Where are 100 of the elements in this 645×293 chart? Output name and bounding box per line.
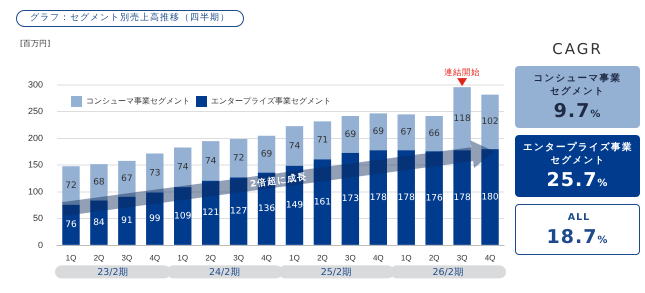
data-label: 72 <box>65 180 77 191</box>
data-label: 178 <box>398 192 416 203</box>
text: CAGR <box>551 40 604 58</box>
data-label: 176 <box>426 193 444 204</box>
bar <box>62 166 80 205</box>
bar <box>90 164 108 200</box>
data-label: 68 <box>93 178 105 188</box>
bar <box>398 150 415 245</box>
data-label: 102 <box>481 117 499 128</box>
legend-label: コンシューマ事業セグメント <box>86 96 190 106</box>
data-label: 180 <box>481 192 499 202</box>
x-tick-label: 2Q <box>205 253 216 262</box>
text: 26/2期 <box>432 266 464 278</box>
bar <box>202 141 220 181</box>
data-label: 161 <box>314 197 332 208</box>
bar <box>314 121 332 160</box>
data-label: 66 <box>428 129 440 139</box>
data-label: 76 <box>65 220 77 230</box>
bar <box>314 159 332 245</box>
x-tick-label: 4Q <box>261 253 272 262</box>
bar <box>398 114 415 150</box>
y-axis-title: [百万円] <box>20 39 50 48</box>
y-tick-label: 200 <box>28 132 44 143</box>
bar <box>481 94 499 150</box>
data-label: 127 <box>230 206 248 217</box>
bar <box>258 136 276 173</box>
x-tick-label: 2Q <box>94 253 104 262</box>
text: 25.7% <box>546 169 610 191</box>
text: 18.7% <box>546 226 610 248</box>
bar <box>174 148 192 188</box>
data-label: 69 <box>344 130 356 140</box>
data-label: 73 <box>149 168 161 178</box>
text: 25/2期 <box>320 266 352 278</box>
bar <box>286 126 304 166</box>
y-tick-label: 50 <box>33 213 44 224</box>
y-tick-label: 250 <box>28 106 44 116</box>
data-label: 74 <box>204 156 217 166</box>
bar <box>146 192 164 245</box>
y-tick-label: 150 <box>28 160 44 170</box>
data-label: 69 <box>260 150 273 160</box>
bar <box>425 116 443 152</box>
x-tick-label: 2Q <box>428 253 440 262</box>
y-tick-label: 300 <box>28 79 44 90</box>
x-tick-label: 3Q <box>122 253 132 262</box>
text: 9.7% <box>552 100 602 122</box>
x-tick-label: 1Q <box>66 253 76 262</box>
bar <box>481 149 499 245</box>
data-label: 178 <box>370 192 388 203</box>
text: 連結開始 <box>444 67 480 78</box>
chart-title: グラフ：セグメント別売上高推移（四半期） <box>16 10 244 27</box>
data-label: 121 <box>202 208 220 218</box>
bar <box>230 139 248 178</box>
bar <box>146 153 164 192</box>
y-tick-label: 0 <box>38 240 44 250</box>
bar <box>453 150 471 245</box>
text: コンシューマ事業セグメント <box>532 72 622 98</box>
data-label: 74 <box>288 141 300 152</box>
bar <box>118 196 136 245</box>
y-tick-label: 100 <box>28 186 44 196</box>
bar <box>118 160 136 197</box>
bar <box>202 180 220 245</box>
data-label: 118 <box>454 114 471 124</box>
data-label: 84 <box>93 218 105 228</box>
x-tick-label: 1Q <box>177 253 188 262</box>
text: エンタープライズ事業セグメント <box>522 141 634 167</box>
x-tick-label: 4Q <box>372 253 384 262</box>
data-label: 149 <box>286 200 304 211</box>
x-tick-label: 2Q <box>317 253 328 262</box>
bar <box>174 187 192 245</box>
bar <box>62 204 80 245</box>
bar <box>342 116 360 153</box>
text: ALL <box>566 211 592 224</box>
x-tick-label: 1Q <box>289 253 300 262</box>
data-label: 69 <box>372 127 384 138</box>
bar <box>425 151 443 245</box>
data-label: 178 <box>454 192 471 203</box>
data-label: 99 <box>149 214 161 224</box>
x-tick-label: 4Q <box>149 253 160 262</box>
text: 24/2期 <box>208 266 240 278</box>
data-label: 136 <box>258 204 276 214</box>
bar <box>370 113 387 150</box>
data-label: 74 <box>177 162 189 173</box>
bar <box>342 152 360 245</box>
legend-label: エンタープライズ事業セグメント <box>211 96 332 106</box>
data-label: 71 <box>316 136 328 146</box>
x-tick-label: 3Q <box>233 253 244 262</box>
data-label: 109 <box>174 211 192 222</box>
bar <box>370 150 387 245</box>
data-label: 67 <box>121 174 133 184</box>
annotation: 2倍超に成長 <box>249 171 308 190</box>
data-label: 91 <box>121 216 133 226</box>
x-tick-label: 3Q <box>456 253 468 262</box>
bar <box>230 178 248 245</box>
x-tick-label: 1Q <box>400 253 412 262</box>
data-label: 173 <box>342 194 359 204</box>
x-tick-label: 3Q <box>345 253 356 262</box>
x-tick-label: 4Q <box>484 253 496 262</box>
data-label: 67 <box>400 128 412 138</box>
text: 23/2期 <box>97 266 129 278</box>
data-label: 72 <box>232 154 244 164</box>
